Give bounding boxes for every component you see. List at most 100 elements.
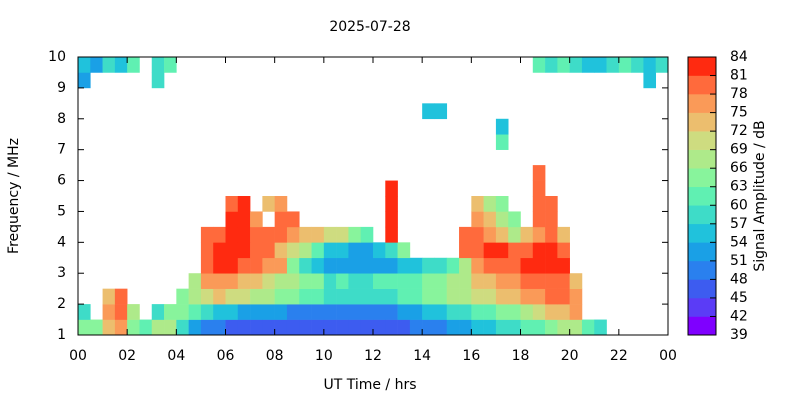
y-tick-label: 1 bbox=[57, 327, 66, 343]
heatmap-cell bbox=[508, 226, 521, 243]
heatmap-cell bbox=[434, 273, 448, 289]
heatmap-cell bbox=[274, 242, 288, 259]
colorbar-tick-label: 42 bbox=[730, 308, 748, 324]
colorbar-tick-label: 69 bbox=[730, 142, 748, 158]
heatmap-cell bbox=[348, 257, 362, 274]
heatmap-cell bbox=[495, 242, 509, 259]
heatmap-cell bbox=[200, 273, 214, 289]
heatmap-cell bbox=[250, 211, 263, 228]
heatmap-cell bbox=[274, 288, 288, 305]
heatmap-cell bbox=[397, 257, 411, 274]
heatmap-cell bbox=[299, 226, 312, 243]
heatmap-cell bbox=[532, 196, 546, 212]
heatmap-cell bbox=[274, 319, 288, 336]
colorbar-label: Signal Amplitude / dB bbox=[752, 120, 768, 271]
heatmap-cell bbox=[225, 304, 239, 320]
colorbar-segment bbox=[688, 205, 716, 225]
heatmap-cell bbox=[397, 319, 411, 336]
heatmap-cell bbox=[606, 57, 620, 73]
heatmap-cell bbox=[78, 304, 91, 320]
heatmap-cell bbox=[225, 226, 239, 243]
colorbar-segment bbox=[688, 57, 716, 76]
y-tick-label: 6 bbox=[57, 173, 66, 189]
heatmap-cell bbox=[483, 196, 497, 212]
heatmap-cell bbox=[250, 273, 263, 289]
heatmap-cell bbox=[569, 288, 583, 305]
heatmap-cell bbox=[532, 257, 546, 274]
x-tick-label: 22 bbox=[610, 348, 628, 364]
heatmap-cell bbox=[483, 288, 497, 305]
heatmap-cell bbox=[151, 304, 165, 320]
heatmap-cell bbox=[520, 319, 534, 336]
heatmap-cell bbox=[459, 273, 472, 289]
heatmap-cell bbox=[545, 288, 558, 305]
heatmap-cell bbox=[373, 257, 386, 274]
heatmap-cell bbox=[557, 288, 570, 305]
heatmap-cell bbox=[188, 288, 202, 305]
heatmap-cell bbox=[311, 288, 325, 305]
heatmap-cell bbox=[151, 57, 165, 73]
heatmap-cell bbox=[114, 304, 128, 320]
heatmap-cell bbox=[311, 304, 325, 320]
heatmap-cell bbox=[151, 72, 165, 89]
colorbar-tick-label: 78 bbox=[730, 86, 748, 102]
heatmap-cell bbox=[336, 304, 349, 320]
colorbar-segment bbox=[688, 131, 716, 150]
x-tick-label: 18 bbox=[512, 348, 530, 364]
y-tick-label: 8 bbox=[57, 111, 66, 127]
heatmap-cell bbox=[594, 57, 607, 73]
heatmap-cell bbox=[495, 319, 509, 336]
heatmap-cell bbox=[495, 211, 509, 228]
heatmap-cell bbox=[78, 57, 91, 73]
colorbar-tick-label: 72 bbox=[730, 123, 748, 139]
heatmap-cell bbox=[274, 257, 288, 274]
heatmap-cell bbox=[422, 257, 435, 274]
colorbar-segment bbox=[688, 168, 716, 188]
heatmap-cell bbox=[373, 242, 386, 259]
heatmap-cell bbox=[336, 242, 349, 259]
y-tick-label: 3 bbox=[57, 265, 66, 281]
heatmap-cell bbox=[422, 319, 435, 336]
heatmap-cell bbox=[520, 288, 534, 305]
heatmap-cell bbox=[237, 273, 251, 289]
heatmap-cell bbox=[532, 319, 546, 336]
heatmap-cell bbox=[532, 226, 546, 243]
heatmap-cell bbox=[348, 226, 362, 243]
heatmap-cell bbox=[262, 226, 275, 243]
x-axis-label: UT Time / hrs bbox=[323, 377, 416, 393]
heatmap-cell bbox=[545, 226, 558, 243]
heatmap-cell bbox=[373, 273, 386, 289]
heatmap-cell bbox=[545, 304, 558, 320]
heatmap-cell bbox=[274, 196, 288, 212]
heatmap-cell bbox=[114, 288, 128, 305]
heatmap-cell bbox=[594, 319, 607, 336]
heatmap-cell bbox=[262, 273, 275, 289]
x-tick-label: 00 bbox=[69, 348, 87, 364]
heatmap-cell bbox=[409, 304, 423, 320]
heatmap-cell bbox=[557, 226, 570, 243]
heatmap-cell bbox=[323, 304, 337, 320]
heatmap-cell bbox=[557, 273, 570, 289]
heatmap-cell bbox=[409, 319, 423, 336]
colorbar-tick-label: 81 bbox=[730, 68, 748, 84]
colorbar-tick-label: 66 bbox=[730, 160, 748, 176]
heatmap-cell bbox=[569, 319, 583, 336]
heatmap-cell bbox=[286, 257, 300, 274]
heatmap-cell bbox=[225, 273, 239, 289]
heatmap-cell bbox=[520, 304, 534, 320]
heatmap-cell bbox=[250, 319, 263, 336]
heatmap-cell bbox=[409, 273, 423, 289]
heatmap-cell bbox=[348, 288, 362, 305]
x-tick-label: 20 bbox=[561, 348, 579, 364]
heatmap-cell bbox=[360, 288, 374, 305]
heatmap-cell bbox=[237, 211, 251, 228]
heatmap-cell bbox=[471, 319, 484, 336]
heatmap-cell bbox=[569, 273, 583, 289]
heatmap-cell bbox=[200, 257, 214, 274]
heatmap-cell bbox=[311, 257, 325, 274]
heatmap-cell bbox=[274, 226, 288, 243]
heatmap-cell bbox=[385, 242, 398, 259]
heatmap-cell bbox=[213, 257, 226, 274]
plot-border bbox=[77, 56, 669, 336]
heatmap-cell bbox=[237, 226, 251, 243]
